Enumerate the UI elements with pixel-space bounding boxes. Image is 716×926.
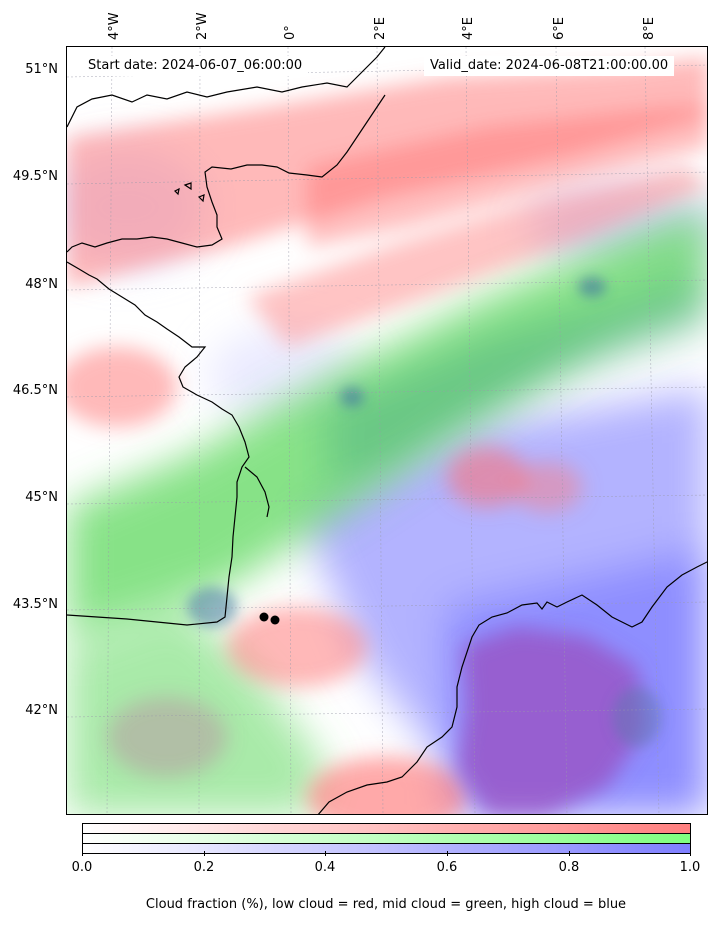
lon-label-4e: 4°E — [461, 17, 476, 40]
colorbar-tick-0 — [82, 851, 83, 856]
colorbar-label-2: 0.4 — [314, 860, 336, 875]
start-date-label: Start date: 2024-06-07_06:00:00 — [82, 56, 309, 76]
coastline-france-west — [67, 94, 386, 626]
lon-label-0: 0° — [283, 25, 298, 40]
cloud-fraction-map — [66, 46, 708, 815]
lat-label-51n: 51°N — [25, 62, 58, 77]
colorbar-label-0: 0.0 — [71, 860, 93, 875]
coastline-england — [67, 47, 386, 128]
dark-patches — [187, 277, 662, 747]
map-svg — [67, 47, 707, 814]
lat-label-43-5n: 43.5°N — [12, 597, 58, 612]
colorbar-label-1: 0.2 — [193, 860, 215, 875]
lon-label-4w: 4°W — [107, 12, 122, 40]
lon-label-6e: 6°E — [552, 17, 567, 40]
coastline-gironde — [244, 466, 270, 518]
marker-station-2 — [270, 615, 280, 625]
colorbar-label-3: 0.6 — [436, 860, 458, 875]
overlap-cloud-layer — [457, 627, 647, 814]
lat-label-45n: 45°N — [25, 490, 58, 505]
coastline-channel-islands — [173, 182, 205, 203]
coastlines — [67, 47, 707, 814]
coastline-mediterranean — [317, 561, 707, 814]
lon-label-2w: 2°W — [195, 12, 210, 40]
colorbar-tick-1 — [204, 851, 205, 856]
lat-label-46-5n: 46.5°N — [12, 383, 58, 398]
colorbar-caption: Cloud fraction (%), low cloud = red, mid… — [145, 897, 627, 912]
colorbar-tick-3 — [447, 851, 448, 856]
lon-label-8e: 8°E — [642, 17, 657, 40]
graticule — [67, 47, 707, 814]
valid-date-label: Valid_date: 2024-06-08T21:00:00.00 — [424, 56, 675, 76]
marker-station-1 — [259, 612, 269, 622]
lat-label-48n: 48°N — [25, 277, 58, 292]
lon-label-2e: 2°E — [373, 17, 388, 40]
colorbar-label-4: 0.8 — [558, 860, 580, 875]
colorbar-tick-4 — [569, 851, 570, 856]
lat-label-42n: 42°N — [25, 703, 58, 718]
lat-label-49-5n: 49.5°N — [12, 169, 58, 184]
colorbar-tick-2 — [325, 851, 326, 856]
colorbar-label-5: 1.0 — [679, 860, 701, 875]
colorbar-high-cloud — [82, 843, 691, 854]
colorbar-tick-5 — [690, 851, 691, 856]
station-markers — [259, 612, 280, 625]
low-cloud-layer — [67, 57, 707, 814]
